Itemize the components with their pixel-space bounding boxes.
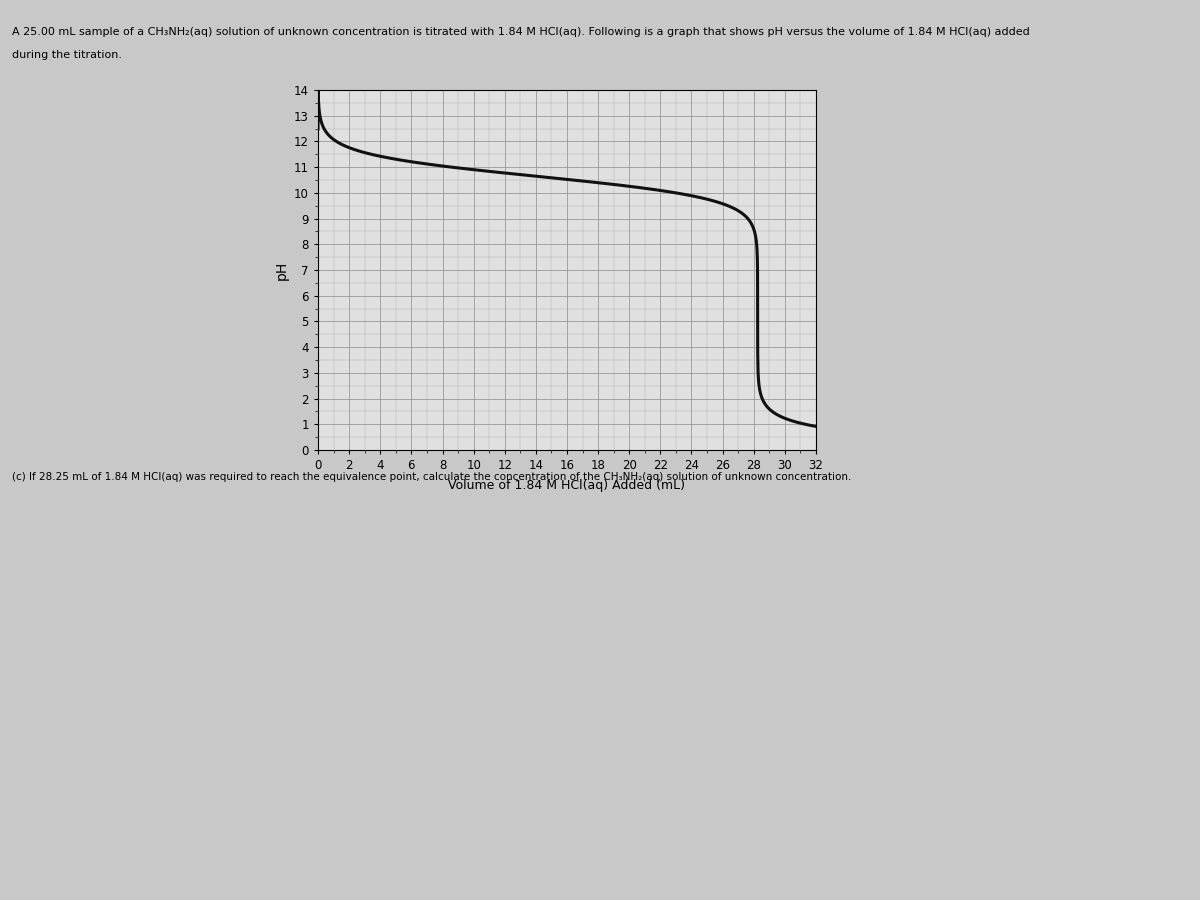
- X-axis label: Volume of 1.84 M HCl(aq) Added (mL): Volume of 1.84 M HCl(aq) Added (mL): [449, 479, 685, 492]
- Y-axis label: pH: pH: [275, 260, 288, 280]
- Text: during the titration.: during the titration.: [12, 50, 122, 59]
- Text: A 25.00 mL sample of a CH₃NH₂(aq) solution of unknown concentration is titrated : A 25.00 mL sample of a CH₃NH₂(aq) soluti…: [12, 27, 1030, 37]
- Text: (c) If 28.25 mL of 1.84 M HCl(aq) was required to reach the equivalence point, c: (c) If 28.25 mL of 1.84 M HCl(aq) was re…: [12, 472, 851, 482]
